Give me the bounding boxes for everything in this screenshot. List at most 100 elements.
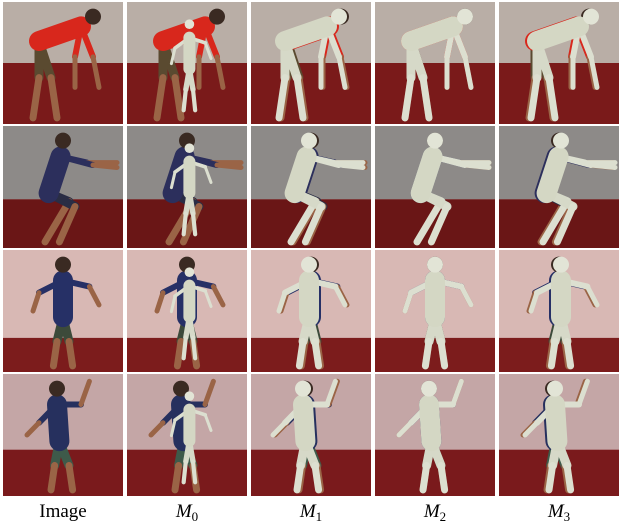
mesh-limb: [203, 165, 213, 184]
person-head: [55, 256, 71, 273]
caption-symbol: M: [423, 501, 441, 522]
person-head: [49, 380, 65, 397]
mesh-head: [184, 391, 195, 402]
image-cell: [375, 126, 495, 248]
mesh-limb: [545, 394, 568, 452]
caption: Image: [39, 501, 86, 522]
mesh-limb: [584, 284, 600, 308]
mesh-head: [553, 132, 569, 149]
person-limb: [153, 16, 215, 52]
mesh-limb: [203, 289, 213, 308]
mesh-limb: [190, 87, 198, 113]
mesh-limb: [336, 162, 366, 170]
mesh-limb: [401, 74, 415, 122]
person-limb: [179, 203, 203, 246]
image-cell: [3, 2, 123, 124]
mesh-head: [184, 19, 195, 30]
mesh-limb: [190, 335, 198, 361]
image-cell: [375, 2, 495, 124]
person-limb: [49, 338, 61, 370]
mesh-head: [421, 380, 437, 397]
image-cell: [127, 374, 247, 496]
mesh-limb: [527, 74, 541, 122]
mesh-head: [427, 132, 443, 149]
mesh-limb: [203, 41, 213, 60]
mesh-limb: [275, 74, 289, 122]
mesh-limb: [402, 290, 414, 314]
mesh-head: [301, 132, 317, 149]
mesh-limb: [169, 170, 177, 190]
mesh-limb: [458, 284, 474, 308]
person-head: [85, 8, 101, 25]
image-cell: [375, 374, 495, 496]
image-cell: [499, 250, 619, 372]
image-cell: [251, 126, 371, 248]
mesh-limb: [421, 338, 433, 370]
mesh-limb: [293, 394, 316, 452]
mesh-limb: [419, 74, 433, 122]
mesh-limb: [301, 203, 325, 246]
person-limb: [173, 338, 185, 370]
image-cell: [3, 374, 123, 496]
person-limb: [171, 74, 185, 122]
person-limb: [153, 74, 167, 122]
mesh-head: [583, 8, 599, 25]
mesh-limb: [190, 459, 198, 485]
person-limb: [90, 162, 120, 170]
person-limb: [55, 203, 79, 246]
floor: [499, 63, 619, 124]
image-cell: [499, 2, 619, 124]
mesh-head: [184, 267, 195, 278]
caption: M2: [423, 501, 446, 524]
mesh-limb: [427, 203, 451, 246]
mesh-limb: [169, 46, 177, 66]
mesh-limb: [462, 54, 474, 90]
mesh-limb: [588, 54, 600, 90]
person-limb: [202, 378, 216, 407]
mesh-limb: [413, 198, 445, 246]
image-cell: [251, 374, 371, 496]
person-limb: [47, 74, 61, 122]
image-cell: [375, 250, 495, 372]
caption: M1: [299, 501, 322, 524]
caption-subscript: 2: [440, 509, 447, 524]
image-cell: [251, 250, 371, 372]
mesh-limb: [545, 74, 559, 122]
mesh-limb: [536, 146, 569, 204]
mesh-limb: [169, 418, 177, 438]
floor: [251, 63, 371, 124]
mesh-limb: [293, 74, 307, 122]
caption-subscript: 0: [192, 509, 199, 524]
mesh-limb: [270, 420, 288, 438]
mesh-limb: [181, 335, 188, 361]
person-limb: [29, 16, 91, 52]
mesh-head: [331, 8, 347, 25]
mesh-limb: [287, 198, 319, 246]
person-limb: [29, 74, 43, 122]
mesh-limb: [588, 162, 618, 170]
person-limb: [162, 146, 195, 204]
mesh-limb: [276, 290, 288, 314]
mesh-limb: [181, 211, 188, 237]
mesh-limb: [181, 87, 188, 113]
caption-symbol: M: [299, 501, 317, 522]
mesh-limb: [396, 420, 414, 438]
image-cell: [251, 2, 371, 124]
person-limb: [24, 420, 42, 438]
mesh-limb: [336, 54, 348, 90]
caption-subscript: 1: [316, 509, 323, 524]
mesh-limb: [332, 284, 348, 308]
mesh-head: [427, 256, 443, 273]
mesh-limb: [419, 462, 431, 494]
mesh-limb: [437, 338, 449, 370]
image-cell: [127, 126, 247, 248]
person-head: [209, 8, 225, 25]
mesh-limb: [563, 338, 575, 370]
person-limb: [41, 198, 73, 246]
person-limb: [47, 394, 70, 452]
mesh-limb: [181, 459, 188, 485]
mesh-head: [184, 143, 195, 154]
person-limb: [214, 162, 244, 170]
person-limb: [65, 462, 77, 494]
